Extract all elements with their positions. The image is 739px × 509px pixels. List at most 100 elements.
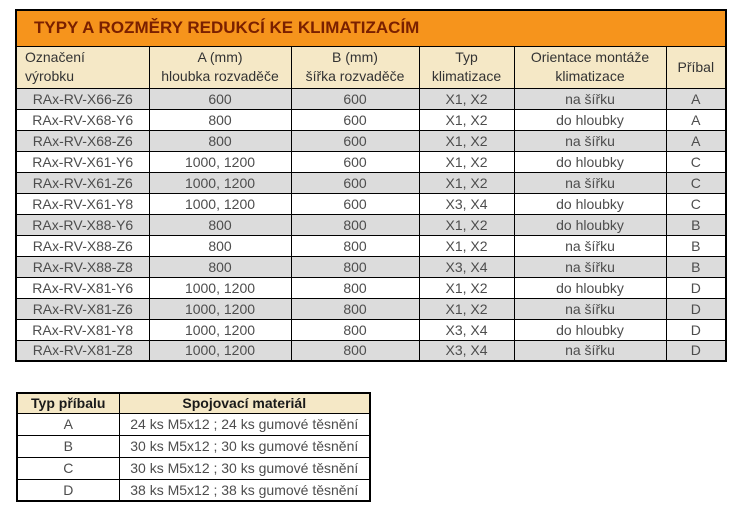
- table-cell: do hloubky: [513, 318, 667, 341]
- table-cell: do hloubky: [513, 150, 667, 173]
- table-row: RAx-RV-X88-Z6 800 800 X1, X2 na šířku B: [15, 234, 727, 257]
- table-body: RAx-RV-X66-Z6 600 600 X1, X2 na šířku A RAx-RV…: [15, 87, 727, 362]
- accessories-table-body: A 24 ks M5x12 ; 24 ks gumové těsnění B 30 k…: [16, 412, 371, 502]
- table-row: RAx-RV-X88-Y6 800 800 X1, X2 do hloubky B: [15, 213, 727, 236]
- table-cell: 800: [290, 255, 420, 278]
- reduction-types-table: TYPY A ROZMĚRY REDUKCÍ KE KLIMATIZACÍM O…: [15, 9, 728, 362]
- table-cell: X1, X2: [418, 150, 515, 173]
- table-cell: X3, X4: [418, 318, 515, 341]
- table-row: RAx-RV-X81-Z8 1000, 1200 800 X3, X4 na šířku…: [15, 339, 727, 362]
- table-cell: RAx-RV-X88-Y6: [15, 213, 150, 236]
- table-cell: RAx-RV-X81-Y6: [15, 276, 150, 299]
- table-cell: B: [665, 213, 727, 236]
- table-row: RAx-RV-X61-Y6 1000, 1200 600 X1, X2 do hloub…: [15, 150, 727, 173]
- table-cell: D: [665, 276, 727, 299]
- table-cell: do hloubky: [513, 276, 667, 299]
- table-cell: 800: [148, 213, 292, 236]
- table-cell: 600: [290, 129, 420, 152]
- table-cell: 800: [290, 297, 420, 320]
- column-header-package-type: Typ příbalu: [16, 392, 120, 414]
- table-cell: na šířku: [513, 234, 667, 257]
- table-cell: 1000, 1200: [148, 150, 292, 173]
- header-row: Označení výrobku A (mm) hloubka rozvaděč…: [15, 45, 727, 89]
- table-cell: X1, X2: [418, 108, 515, 131]
- table-cell: RAx-RV-X61-Z6: [15, 171, 150, 194]
- table-cell: 800: [290, 339, 420, 362]
- table-cell: 24 ks M5x12 ; 24 ks gumové těsnění: [118, 412, 371, 436]
- accessories-header-row: Typ příbalu Spojovací materiál: [16, 392, 371, 414]
- table-cell: A: [16, 412, 120, 436]
- table-cell: RAx-RV-X66-Z6: [15, 87, 150, 110]
- table-cell: 38 ks M5x12 ; 38 ks gumové těsnění: [118, 478, 371, 502]
- column-header-product-code: Označení výrobku: [15, 45, 150, 89]
- table-cell: C: [665, 171, 727, 194]
- table-cell: na šířku: [513, 87, 667, 110]
- table-cell: 800: [290, 276, 420, 299]
- table-cell: 800: [148, 129, 292, 152]
- column-header-package: Příbal: [665, 45, 727, 89]
- table-cell: C: [665, 192, 727, 215]
- table-cell: D: [16, 478, 120, 502]
- table-cell: A: [665, 108, 727, 131]
- table-cell: 800: [290, 234, 420, 257]
- table-row: RAx-RV-X61-Y8 1000, 1200 600 X3, X4 do hloub…: [15, 192, 727, 215]
- table-cell: RAx-RV-X68-Y6: [15, 108, 150, 131]
- table-cell: RAx-RV-X81-Y8: [15, 318, 150, 341]
- table-cell: RAx-RV-X88-Z8: [15, 255, 150, 278]
- table-row: B 30 ks M5x12 ; 30 ks gumové těsnění: [16, 434, 371, 458]
- table-cell: B: [665, 255, 727, 278]
- table-row: C 30 ks M5x12 ; 30 ks gumové těsnění: [16, 456, 371, 480]
- table-cell: C: [16, 456, 120, 480]
- table-row: RAx-RV-X81-Y6 1000, 1200 800 X1, X2 do hloub…: [15, 276, 727, 299]
- table-cell: na šířku: [513, 171, 667, 194]
- table-cell: 800: [148, 234, 292, 257]
- table-cell: 800: [290, 213, 420, 236]
- table-cell: B: [16, 434, 120, 458]
- table-row: RAx-RV-X66-Z6 600 600 X1, X2 na šířku A: [15, 87, 727, 110]
- table-cell: X1, X2: [418, 213, 515, 236]
- table-cell: 30 ks M5x12 ; 30 ks gumové těsnění: [118, 434, 371, 458]
- table-cell: 600: [290, 108, 420, 131]
- table-cell: RAx-RV-X61-Y8: [15, 192, 150, 215]
- table-row: RAx-RV-X88-Z8 800 800 X3, X4 na šířku B: [15, 255, 727, 278]
- table-cell: 1000, 1200: [148, 318, 292, 341]
- table-cell: X1, X2: [418, 129, 515, 152]
- table-cell: A: [665, 129, 727, 152]
- table-cell: RAx-RV-X61-Y6: [15, 150, 150, 173]
- column-header-depth-a: A (mm) hloubka rozvaděče: [148, 45, 292, 89]
- table-title-row: TYPY A ROZMĚRY REDUKCÍ KE KLIMATIZACÍM: [15, 9, 727, 47]
- column-header-ac-type: Typ klimatizace: [418, 45, 515, 89]
- table-cell: 600: [148, 87, 292, 110]
- table-cell: na šířku: [513, 129, 667, 152]
- table-cell: 800: [148, 108, 292, 131]
- table-cell: D: [665, 318, 727, 341]
- table-cell: D: [665, 297, 727, 320]
- table-row: RAx-RV-X81-Y8 1000, 1200 800 X3, X4 do hloub…: [15, 318, 727, 341]
- table-row: RAx-RV-X81-Z6 1000, 1200 800 X1, X2 na šířku…: [15, 297, 727, 320]
- table-cell: B: [665, 234, 727, 257]
- table-cell: 1000, 1200: [148, 192, 292, 215]
- table-cell: RAx-RV-X88-Z6: [15, 234, 150, 257]
- table-cell: RAx-RV-X68-Z6: [15, 129, 150, 152]
- table-cell: do hloubky: [513, 108, 667, 131]
- column-header-mount-orientation: Orientace montáže klimatizace: [513, 45, 667, 89]
- table-cell: na šířku: [513, 297, 667, 320]
- table-cell: X1, X2: [418, 87, 515, 110]
- column-header-width-b: B (mm) šířka rozvaděče: [290, 45, 420, 89]
- accessories-table: Typ příbalu Spojovací materiál A 24 ks M5…: [16, 392, 371, 502]
- table-title: TYPY A ROZMĚRY REDUKCÍ KE KLIMATIZACÍM: [15, 9, 727, 47]
- table-cell: 1000, 1200: [148, 297, 292, 320]
- table-row: RAx-RV-X61-Z6 1000, 1200 600 X1, X2 na šířku…: [15, 171, 727, 194]
- column-header-fastening-material: Spojovací materiál: [118, 392, 371, 414]
- table-cell: 600: [290, 87, 420, 110]
- table-cell: 600: [290, 171, 420, 194]
- table-cell: X1, X2: [418, 171, 515, 194]
- table-cell: D: [665, 339, 727, 362]
- table-cell: 30 ks M5x12 ; 30 ks gumové těsnění: [118, 456, 371, 480]
- table-cell: RAx-RV-X81-Z8: [15, 339, 150, 362]
- table-cell: X3, X4: [418, 255, 515, 278]
- table-cell: 800: [290, 318, 420, 341]
- table-cell: X1, X2: [418, 276, 515, 299]
- table-cell: X3, X4: [418, 192, 515, 215]
- table-cell: C: [665, 150, 727, 173]
